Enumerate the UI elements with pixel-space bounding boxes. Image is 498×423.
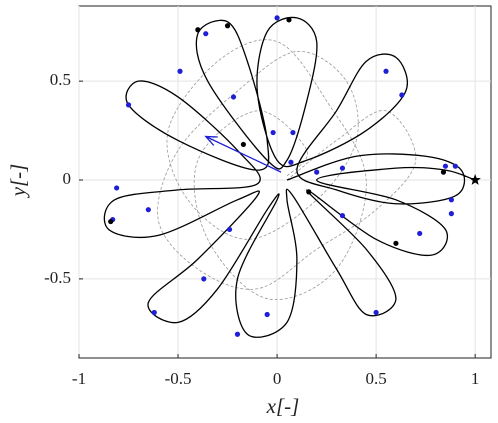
y-tick-label: -0.5	[44, 268, 71, 287]
trajectory	[103, 16, 476, 338]
marker	[306, 189, 312, 195]
y-axis-label: y[-]	[6, 164, 30, 199]
marker	[383, 68, 389, 74]
marker	[203, 31, 209, 37]
marker	[125, 102, 132, 108]
y-tick-label: 0.5	[50, 70, 71, 89]
marker	[195, 27, 201, 33]
x-tick-label: -1	[72, 369, 86, 388]
marker	[399, 92, 405, 98]
marker	[288, 159, 294, 165]
marker	[264, 311, 270, 318]
marker	[226, 226, 233, 233]
marker	[339, 213, 346, 219]
marker	[270, 129, 276, 136]
arrow	[204, 135, 282, 173]
x-tick-label: 1	[471, 369, 480, 388]
marker	[240, 141, 247, 148]
marker	[114, 185, 120, 191]
marker	[108, 218, 114, 225]
marker	[373, 309, 379, 316]
marker	[393, 240, 399, 246]
marker	[442, 163, 449, 169]
marker	[177, 68, 183, 74]
marker	[314, 169, 320, 175]
marker	[224, 23, 231, 29]
x-tick-label: 0.5	[365, 369, 386, 388]
marker	[274, 15, 280, 21]
marker	[417, 230, 423, 237]
marker	[234, 331, 241, 337]
marker	[452, 163, 458, 169]
x-tick-label: -0.5	[165, 369, 192, 388]
plot-frame	[78, 5, 492, 359]
star-marker	[469, 174, 481, 185]
marker	[151, 309, 157, 316]
y-tick-label: 0	[63, 169, 72, 188]
marker	[339, 165, 346, 171]
marker	[448, 197, 454, 203]
marker	[201, 276, 207, 282]
marker	[448, 211, 454, 217]
x-tick-label: 0	[273, 369, 282, 388]
marker	[145, 207, 151, 213]
marker	[286, 17, 292, 23]
marker	[440, 169, 447, 175]
marker	[230, 94, 237, 100]
marker	[290, 129, 296, 136]
x-axis-label: x[-]	[266, 394, 300, 418]
